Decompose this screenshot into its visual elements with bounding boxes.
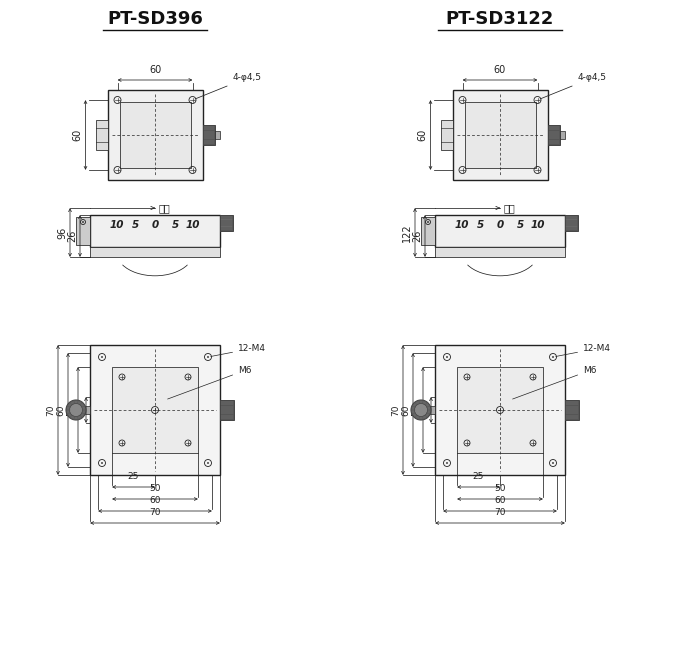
Bar bbox=[441, 120, 452, 150]
Bar bbox=[435, 215, 565, 247]
Bar bbox=[90, 345, 220, 475]
Bar bbox=[76, 217, 90, 245]
Bar bbox=[214, 131, 220, 139]
Text: 5: 5 bbox=[477, 220, 483, 230]
Text: 4-φ4,5: 4-φ4,5 bbox=[195, 74, 262, 99]
Bar bbox=[76, 406, 90, 414]
Circle shape bbox=[101, 462, 103, 464]
Text: 26: 26 bbox=[67, 230, 77, 242]
Text: 5: 5 bbox=[131, 220, 139, 230]
Text: 10: 10 bbox=[531, 220, 545, 230]
Bar bbox=[457, 367, 543, 453]
Text: 25: 25 bbox=[473, 472, 484, 481]
Text: 50: 50 bbox=[149, 484, 160, 493]
Text: 26: 26 bbox=[412, 230, 422, 242]
Text: 10: 10 bbox=[455, 220, 469, 230]
Bar bbox=[560, 131, 564, 139]
Text: 5: 5 bbox=[171, 220, 179, 230]
Text: M6: M6 bbox=[167, 366, 252, 399]
Circle shape bbox=[552, 462, 554, 464]
Bar bbox=[435, 247, 565, 257]
Text: 122: 122 bbox=[402, 223, 412, 242]
Text: 70: 70 bbox=[149, 508, 160, 517]
Text: 5: 5 bbox=[516, 220, 524, 230]
Text: 70: 70 bbox=[494, 508, 506, 517]
Bar bbox=[95, 120, 107, 150]
Text: M6: M6 bbox=[513, 366, 596, 399]
Text: PT-SD396: PT-SD396 bbox=[107, 10, 203, 28]
Text: 0: 0 bbox=[496, 220, 504, 230]
Text: 50: 50 bbox=[66, 404, 75, 416]
Bar bbox=[565, 215, 578, 231]
Bar bbox=[220, 400, 234, 420]
Bar bbox=[421, 217, 435, 245]
Text: 60: 60 bbox=[494, 65, 506, 75]
Text: 摆心: 摆心 bbox=[504, 203, 515, 213]
Bar bbox=[565, 400, 579, 420]
Circle shape bbox=[427, 221, 429, 223]
Text: 60: 60 bbox=[149, 65, 161, 75]
Text: 0: 0 bbox=[152, 220, 158, 230]
Text: 60: 60 bbox=[149, 496, 160, 505]
Bar bbox=[203, 125, 214, 145]
Circle shape bbox=[415, 404, 428, 416]
Circle shape bbox=[207, 462, 209, 464]
Bar bbox=[90, 215, 220, 247]
Circle shape bbox=[446, 356, 448, 358]
Text: 60: 60 bbox=[56, 404, 65, 416]
Text: 60: 60 bbox=[494, 496, 506, 505]
Text: 50: 50 bbox=[494, 484, 506, 493]
Circle shape bbox=[411, 400, 431, 420]
Circle shape bbox=[446, 462, 448, 464]
Text: 25: 25 bbox=[74, 404, 83, 416]
Circle shape bbox=[207, 356, 209, 358]
Circle shape bbox=[552, 356, 554, 358]
Circle shape bbox=[69, 404, 82, 416]
Text: 96: 96 bbox=[57, 226, 67, 239]
Text: 10: 10 bbox=[186, 220, 200, 230]
Bar bbox=[220, 215, 233, 231]
Bar bbox=[421, 406, 435, 414]
Circle shape bbox=[101, 356, 103, 358]
Text: 25: 25 bbox=[419, 404, 428, 416]
Bar bbox=[435, 345, 565, 475]
Bar bbox=[452, 90, 547, 180]
Bar bbox=[120, 102, 190, 168]
Text: 60: 60 bbox=[401, 404, 410, 416]
Text: 10: 10 bbox=[109, 220, 124, 230]
Text: 25: 25 bbox=[128, 472, 139, 481]
Text: PT-SD3122: PT-SD3122 bbox=[446, 10, 554, 28]
Bar bbox=[107, 90, 203, 180]
Text: 50: 50 bbox=[411, 404, 420, 416]
Bar bbox=[112, 367, 198, 453]
Text: 70: 70 bbox=[391, 404, 400, 416]
Text: 4-φ4,5: 4-φ4,5 bbox=[540, 74, 607, 99]
Bar bbox=[464, 102, 536, 168]
Text: 60: 60 bbox=[418, 129, 428, 141]
Text: 摆心: 摆心 bbox=[159, 203, 171, 213]
Bar bbox=[90, 247, 220, 257]
Circle shape bbox=[66, 400, 86, 420]
Bar bbox=[547, 125, 560, 145]
Text: 12-M4: 12-M4 bbox=[556, 344, 611, 357]
Circle shape bbox=[82, 221, 84, 223]
Text: 70: 70 bbox=[46, 404, 55, 416]
Text: 12-M4: 12-M4 bbox=[211, 344, 266, 357]
Text: 60: 60 bbox=[73, 129, 82, 141]
